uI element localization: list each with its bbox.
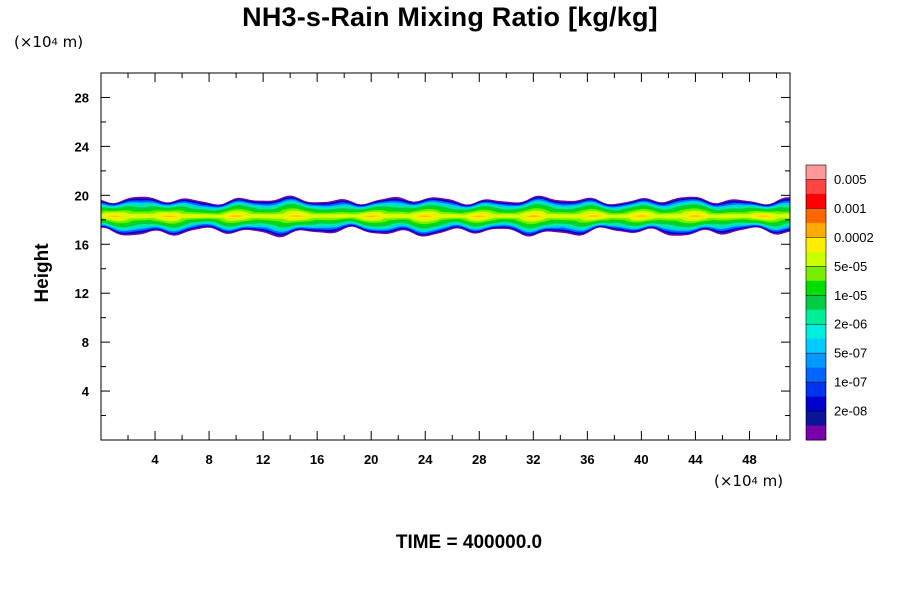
x-tick-label: 36 bbox=[580, 452, 594, 467]
colorbar: 0.005 0.001 0.0002 5e-05 1e-05 2e-06 5e-07 1e-0… bbox=[805, 164, 874, 441]
colorbar-swatch bbox=[806, 309, 826, 325]
x-tick-label: 40 bbox=[634, 452, 648, 467]
colorbar-swatch bbox=[806, 251, 826, 267]
x-tick-label: 12 bbox=[256, 452, 270, 467]
colorbar-swatch bbox=[806, 280, 826, 296]
y-tick-label: 28 bbox=[75, 90, 89, 105]
chart-title: NH3-s-Rain Mixing Ratio [kg/kg] bbox=[242, 2, 658, 32]
x-tick-label: 4 bbox=[151, 452, 159, 467]
x-tick-label: 24 bbox=[418, 452, 433, 467]
colorbar-label: 0.0002 bbox=[834, 230, 874, 245]
colorbar-swatch bbox=[806, 353, 826, 369]
time-label: TIME = 400000.0 bbox=[395, 532, 543, 553]
y-tick-label: 12 bbox=[75, 286, 89, 301]
colorbar-label: 0.001 bbox=[834, 201, 867, 216]
y-tick-label: 20 bbox=[75, 188, 89, 203]
colorbar-label: 2e-08 bbox=[834, 404, 867, 419]
colorbar-label: 1e-05 bbox=[834, 288, 867, 303]
colorbar-label: 5e-05 bbox=[834, 259, 867, 274]
colorbar-swatch bbox=[806, 165, 826, 180]
colorbar-label: 0.005 bbox=[834, 172, 867, 187]
colorbar-swatch bbox=[806, 324, 826, 340]
colorbar-swatch bbox=[806, 338, 826, 354]
y-tick-label: 4 bbox=[82, 384, 90, 399]
colorbar-label: 5e-07 bbox=[834, 346, 867, 361]
x-tick-label: 28 bbox=[472, 452, 486, 467]
colorbar-swatch bbox=[806, 295, 826, 311]
colorbar-swatch bbox=[806, 179, 826, 195]
colorbar-swatch bbox=[806, 396, 826, 412]
colorbar-swatch bbox=[806, 237, 826, 253]
colorbar-swatch bbox=[806, 382, 826, 398]
colorbar-swatch bbox=[806, 425, 826, 441]
x-tick-label: 32 bbox=[526, 452, 540, 467]
y-axis-unit: (×104 m) bbox=[14, 33, 84, 51]
x-tick-label: 16 bbox=[310, 452, 324, 467]
colorbar-swatch bbox=[806, 222, 826, 238]
x-tick-label: 8 bbox=[205, 452, 212, 467]
x-tick-label: 44 bbox=[688, 452, 703, 467]
contour-band bbox=[101, 215, 790, 217]
colorbar-frame bbox=[805, 164, 827, 441]
colorbar-label: 1e-07 bbox=[834, 375, 867, 390]
x-tick-label: 20 bbox=[364, 452, 378, 467]
colorbar-swatch bbox=[806, 411, 826, 427]
y-tick-label: 8 bbox=[82, 335, 89, 350]
colorbar-label: 2e-06 bbox=[834, 317, 867, 332]
x-axis-unit: (×104 m) bbox=[714, 472, 784, 490]
colorbar-swatch bbox=[806, 266, 826, 282]
y-tick-label: 24 bbox=[75, 139, 90, 154]
x-tick-label: 48 bbox=[742, 452, 756, 467]
colorbar-swatch bbox=[806, 193, 826, 209]
mixing-ratio-field bbox=[101, 195, 790, 238]
colorbar-swatch bbox=[806, 208, 826, 224]
contour-band bbox=[101, 212, 790, 220]
y-tick-label: 16 bbox=[75, 237, 89, 252]
colorbar-swatch bbox=[806, 367, 826, 383]
plot-frame bbox=[100, 72, 791, 441]
